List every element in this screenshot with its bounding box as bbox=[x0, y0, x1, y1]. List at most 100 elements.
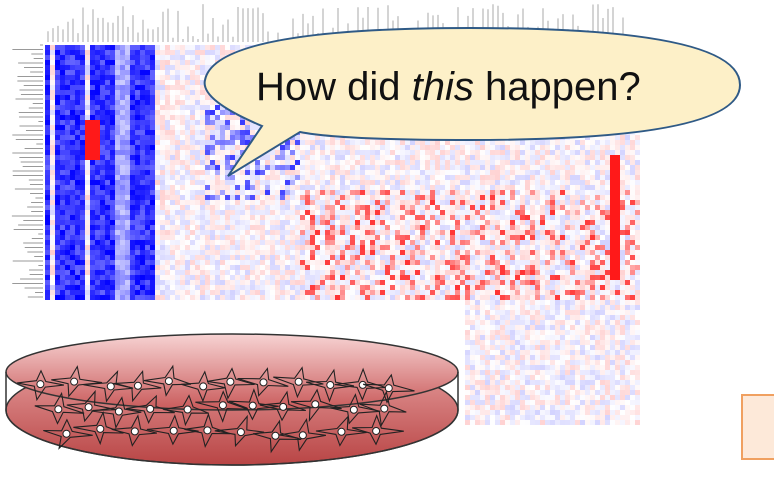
heatmap-cell bbox=[130, 80, 135, 85]
heatmap-cell bbox=[350, 230, 355, 235]
heatmap-cell bbox=[295, 240, 300, 245]
heatmap-cell bbox=[560, 160, 565, 165]
heatmap-cell bbox=[45, 165, 50, 170]
heatmap-cell bbox=[85, 50, 90, 55]
heatmap-cell bbox=[165, 75, 170, 80]
heatmap-cell bbox=[70, 170, 75, 175]
heatmap-cell bbox=[405, 215, 410, 220]
heatmap-cell bbox=[200, 170, 205, 175]
heatmap-cell bbox=[275, 225, 280, 230]
heatmap-cell bbox=[185, 140, 190, 145]
heatmap-cell bbox=[630, 215, 635, 220]
heatmap-cell bbox=[200, 45, 205, 50]
heatmap-cell bbox=[170, 190, 175, 195]
heatmap-cell bbox=[160, 140, 165, 145]
heatmap-cell bbox=[160, 190, 165, 195]
heatmap-cell bbox=[605, 165, 610, 170]
heatmap-cell bbox=[430, 165, 435, 170]
heatmap-cell bbox=[205, 210, 210, 215]
heatmap-cell bbox=[155, 175, 160, 180]
heatmap-cell bbox=[415, 215, 420, 220]
heatmap-cell bbox=[55, 225, 60, 230]
heatmap-cell bbox=[545, 140, 550, 145]
heatmap-cell bbox=[465, 160, 470, 165]
heatmap-cell bbox=[410, 150, 415, 155]
heatmap-cell bbox=[560, 235, 565, 240]
heatmap-cell bbox=[475, 185, 480, 190]
heatmap-cell bbox=[195, 90, 200, 95]
heatmap-cell bbox=[150, 80, 155, 85]
heatmap-cell bbox=[180, 220, 185, 225]
heatmap-cell bbox=[325, 240, 330, 245]
heatmap-cell bbox=[90, 100, 95, 105]
heatmap-cell bbox=[145, 100, 150, 105]
heatmap-cell bbox=[625, 155, 630, 160]
heatmap-cell bbox=[80, 180, 85, 185]
heatmap-cell bbox=[360, 210, 365, 215]
heatmap-cell bbox=[305, 160, 310, 165]
heatmap-cell bbox=[190, 110, 195, 115]
heatmap-cell bbox=[405, 210, 410, 215]
heatmap-cell bbox=[135, 75, 140, 80]
heatmap-cell bbox=[190, 120, 195, 125]
heatmap-cell bbox=[180, 65, 185, 70]
heatmap-cell bbox=[300, 225, 305, 230]
heatmap-cell bbox=[305, 240, 310, 245]
heatmap-cell bbox=[210, 220, 215, 225]
heatmap-cell bbox=[165, 115, 170, 120]
heatmap-cell bbox=[50, 140, 55, 145]
heatmap-cell bbox=[60, 75, 65, 80]
heatmap-cell bbox=[395, 155, 400, 160]
heatmap-cell bbox=[130, 85, 135, 90]
heatmap-cell bbox=[545, 195, 550, 200]
heatmap-cell bbox=[300, 195, 305, 200]
heatmap-cell bbox=[185, 145, 190, 150]
heatmap-cell bbox=[165, 240, 170, 245]
heatmap-cell bbox=[130, 205, 135, 210]
heatmap-cell bbox=[605, 220, 610, 225]
heatmap-cell bbox=[480, 240, 485, 245]
heatmap-cell bbox=[515, 170, 520, 175]
heatmap-cell bbox=[445, 215, 450, 220]
heatmap-cell bbox=[450, 170, 455, 175]
heatmap-cell bbox=[205, 145, 210, 150]
heatmap-cell bbox=[115, 225, 120, 230]
heatmap-cell bbox=[230, 175, 235, 180]
heatmap-cell bbox=[195, 80, 200, 85]
heatmap-cell bbox=[585, 230, 590, 235]
heatmap-cell bbox=[115, 65, 120, 70]
heatmap-cell bbox=[300, 245, 305, 250]
heatmap-cell bbox=[620, 190, 625, 195]
heatmap-cell bbox=[420, 200, 425, 205]
heatmap-cell bbox=[140, 100, 145, 105]
heatmap-cell bbox=[345, 140, 350, 145]
heatmap-cell bbox=[95, 80, 100, 85]
heatmap-cell bbox=[170, 210, 175, 215]
heatmap-cell bbox=[560, 190, 565, 195]
heatmap-cell bbox=[450, 220, 455, 225]
heatmap-cell bbox=[615, 200, 620, 205]
heatmap-cell bbox=[390, 200, 395, 205]
heatmap-cell bbox=[85, 105, 90, 110]
heatmap-cell bbox=[170, 240, 175, 245]
heatmap-cell bbox=[160, 185, 165, 190]
heatmap-cell bbox=[110, 230, 115, 235]
heatmap-cell bbox=[555, 140, 560, 145]
heatmap-cell bbox=[175, 90, 180, 95]
heatmap-cell bbox=[65, 245, 70, 250]
heatmap-cell bbox=[380, 230, 385, 235]
heatmap-cell bbox=[285, 220, 290, 225]
heatmap-cell bbox=[385, 145, 390, 150]
heatmap-cell bbox=[595, 235, 600, 240]
heatmap-cell bbox=[190, 155, 195, 160]
heatmap-cell bbox=[510, 210, 515, 215]
heatmap-cell bbox=[55, 185, 60, 190]
heatmap-cell bbox=[135, 110, 140, 115]
heatmap-cell bbox=[110, 110, 115, 115]
heatmap-cell bbox=[160, 145, 165, 150]
heatmap-cell bbox=[235, 245, 240, 250]
heatmap-cell bbox=[200, 205, 205, 210]
heatmap-cell bbox=[255, 240, 260, 245]
heatmap-cell bbox=[50, 50, 55, 55]
heatmap-cell bbox=[630, 135, 635, 140]
